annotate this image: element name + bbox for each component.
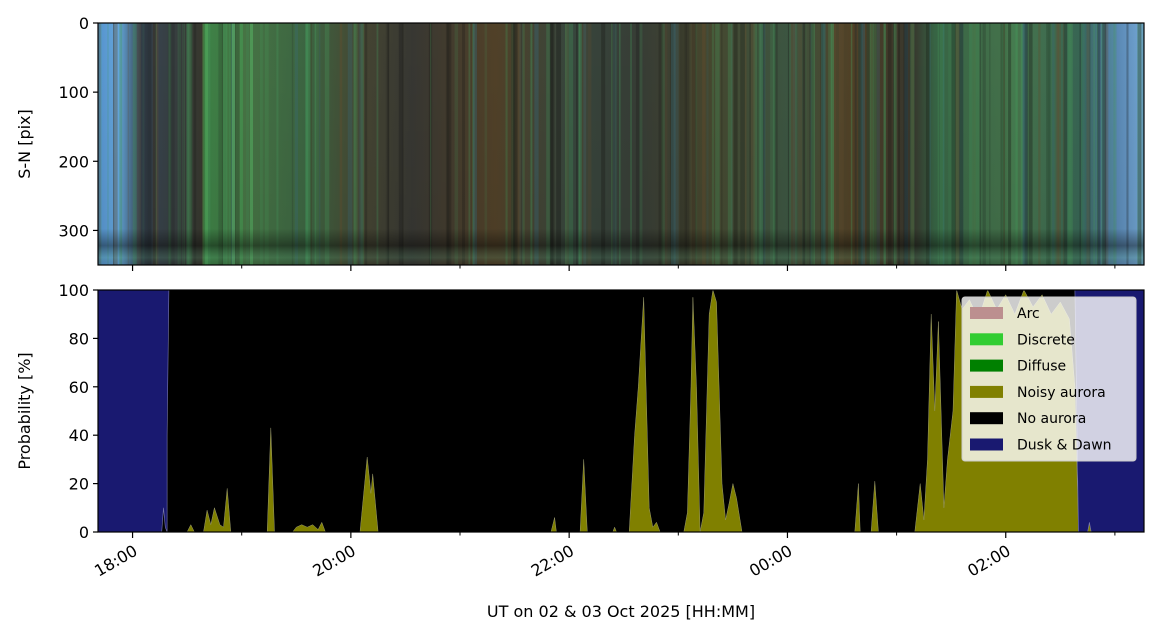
y-tick-label: 80: [69, 329, 89, 348]
legend-swatch: [970, 333, 1003, 346]
y-tick-label: 200: [58, 152, 89, 171]
y-tick-label: 100: [58, 83, 89, 102]
x-tick-label: 02:00: [964, 541, 1013, 581]
keogram-ylabel: S-N [pix]: [15, 109, 34, 179]
legend-label: Noisy aurora: [1017, 385, 1106, 401]
y-tick-label: 0: [79, 523, 89, 542]
probability-frame: [97, 289, 1145, 533]
keogram-frame: [97, 22, 1145, 266]
legend-swatch: [970, 438, 1003, 451]
probability-ylabel: Probability [%]: [15, 352, 34, 469]
legend-label: Discrete: [1017, 332, 1075, 348]
y-tick-label: 100: [58, 281, 89, 300]
legend-label: Arc: [1017, 306, 1040, 322]
probability-panel: 0 20 40 60 80 100 18:00 20:00 22:00 00:00 02:00 Pr…: [15, 281, 1145, 621]
legend-swatch: [970, 307, 1003, 319]
legend-label: Diffuse: [1017, 359, 1066, 375]
y-tick-label: 60: [69, 378, 89, 397]
legend-swatch: [970, 412, 1003, 425]
x-tick-label: 22:00: [528, 541, 577, 581]
keogram-panel: 0 100 200 300 S-N [pix]: [15, 14, 1145, 271]
legend: Arc Discrete Diffuse Noisy aurora No aurora D…: [961, 296, 1137, 462]
y-tick-label: 40: [69, 426, 89, 445]
legend-box: [961, 296, 1137, 462]
legend-label: Dusk & Dawn: [1017, 438, 1112, 454]
y-tick-label: 20: [69, 475, 89, 494]
keogram-shading: [98, 23, 1144, 265]
legend-swatch: [970, 359, 1003, 372]
y-tick-label: 0: [79, 14, 89, 33]
legend-swatch: [970, 385, 1003, 398]
legend-label: No aurora: [1017, 411, 1086, 427]
x-tick-label: 00:00: [746, 541, 795, 581]
y-tick-label: 300: [58, 221, 89, 240]
x-tick-label: 18:00: [91, 541, 140, 581]
x-tick-label: 20:00: [309, 541, 358, 581]
x-axis-label: UT on 02 & 03 Oct 2025 [HH:MM]: [487, 602, 755, 621]
